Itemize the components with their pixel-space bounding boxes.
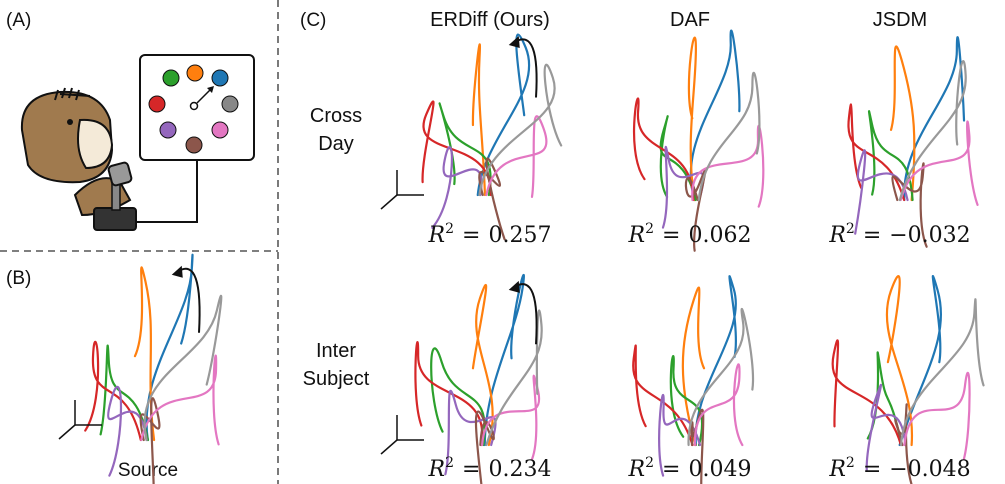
- score: R2 = 0.257: [428, 221, 552, 248]
- column-header: JSDM: [873, 9, 927, 31]
- score-exponent: 2: [846, 221, 855, 237]
- rotation-arrowhead: [509, 281, 520, 293]
- score-relation: =: [863, 457, 881, 482]
- trajectory: [145, 296, 222, 440]
- trajectory: [848, 104, 904, 200]
- score-value: 0.049: [688, 457, 751, 482]
- column-header: DAF: [670, 9, 710, 31]
- score-exponent: 2: [445, 455, 454, 471]
- score-value: −0.048: [889, 457, 970, 482]
- score-relation: =: [662, 223, 680, 248]
- trajectory: [833, 340, 901, 445]
- rotation-arrowhead: [172, 266, 183, 278]
- score: R2 = −0.032: [828, 221, 970, 248]
- score-base: R: [828, 223, 846, 248]
- score: R2 = 0.062: [628, 221, 752, 248]
- score-value: 0.257: [488, 223, 551, 248]
- score-exponent: 2: [445, 221, 454, 237]
- row-label: Day: [318, 133, 354, 155]
- panel-label: (C): [300, 10, 326, 31]
- trajectory: [634, 98, 693, 200]
- score-relation: =: [462, 457, 480, 482]
- score-base: R: [428, 223, 446, 248]
- panel-label: (B): [6, 268, 31, 289]
- score-relation: =: [462, 223, 480, 248]
- axis-icon: [381, 195, 397, 209]
- score-exponent: 2: [645, 455, 654, 471]
- score-base: R: [628, 457, 646, 482]
- score-base: R: [628, 223, 646, 248]
- trajectory: [901, 299, 983, 445]
- score-base: R: [828, 457, 846, 482]
- panel-label: (A): [6, 10, 31, 31]
- axis-icon: [59, 425, 75, 439]
- score-value: 0.062: [688, 223, 751, 248]
- score-relation: =: [662, 457, 680, 482]
- score-value: 0.234: [488, 457, 551, 482]
- caption: Source: [118, 460, 178, 481]
- score-base: R: [428, 457, 446, 482]
- score: R2 = −0.048: [828, 455, 970, 482]
- score-exponent: 2: [846, 455, 855, 471]
- score-value: −0.032: [889, 223, 970, 248]
- trajectory: [904, 373, 969, 459]
- monkey-illustration: [22, 55, 254, 230]
- axis-icon: [381, 440, 397, 454]
- row-label: Cross: [310, 105, 362, 127]
- row-label: Inter: [316, 340, 356, 362]
- trajectory: [699, 73, 760, 200]
- score: R2 = 0.049: [628, 455, 752, 482]
- rotation-arrowhead: [509, 36, 520, 48]
- row-label: Subject: [303, 368, 370, 390]
- column-header: ERDiff (Ours): [430, 9, 550, 31]
- trajectory: [683, 288, 704, 445]
- figure: (A) (B) (C) Source ERDiff (Ours) DAF JSDM C…: [0, 0, 1005, 484]
- score-exponent: 2: [645, 221, 654, 237]
- score: R2 = 0.234: [428, 455, 552, 482]
- score-relation: =: [863, 223, 881, 248]
